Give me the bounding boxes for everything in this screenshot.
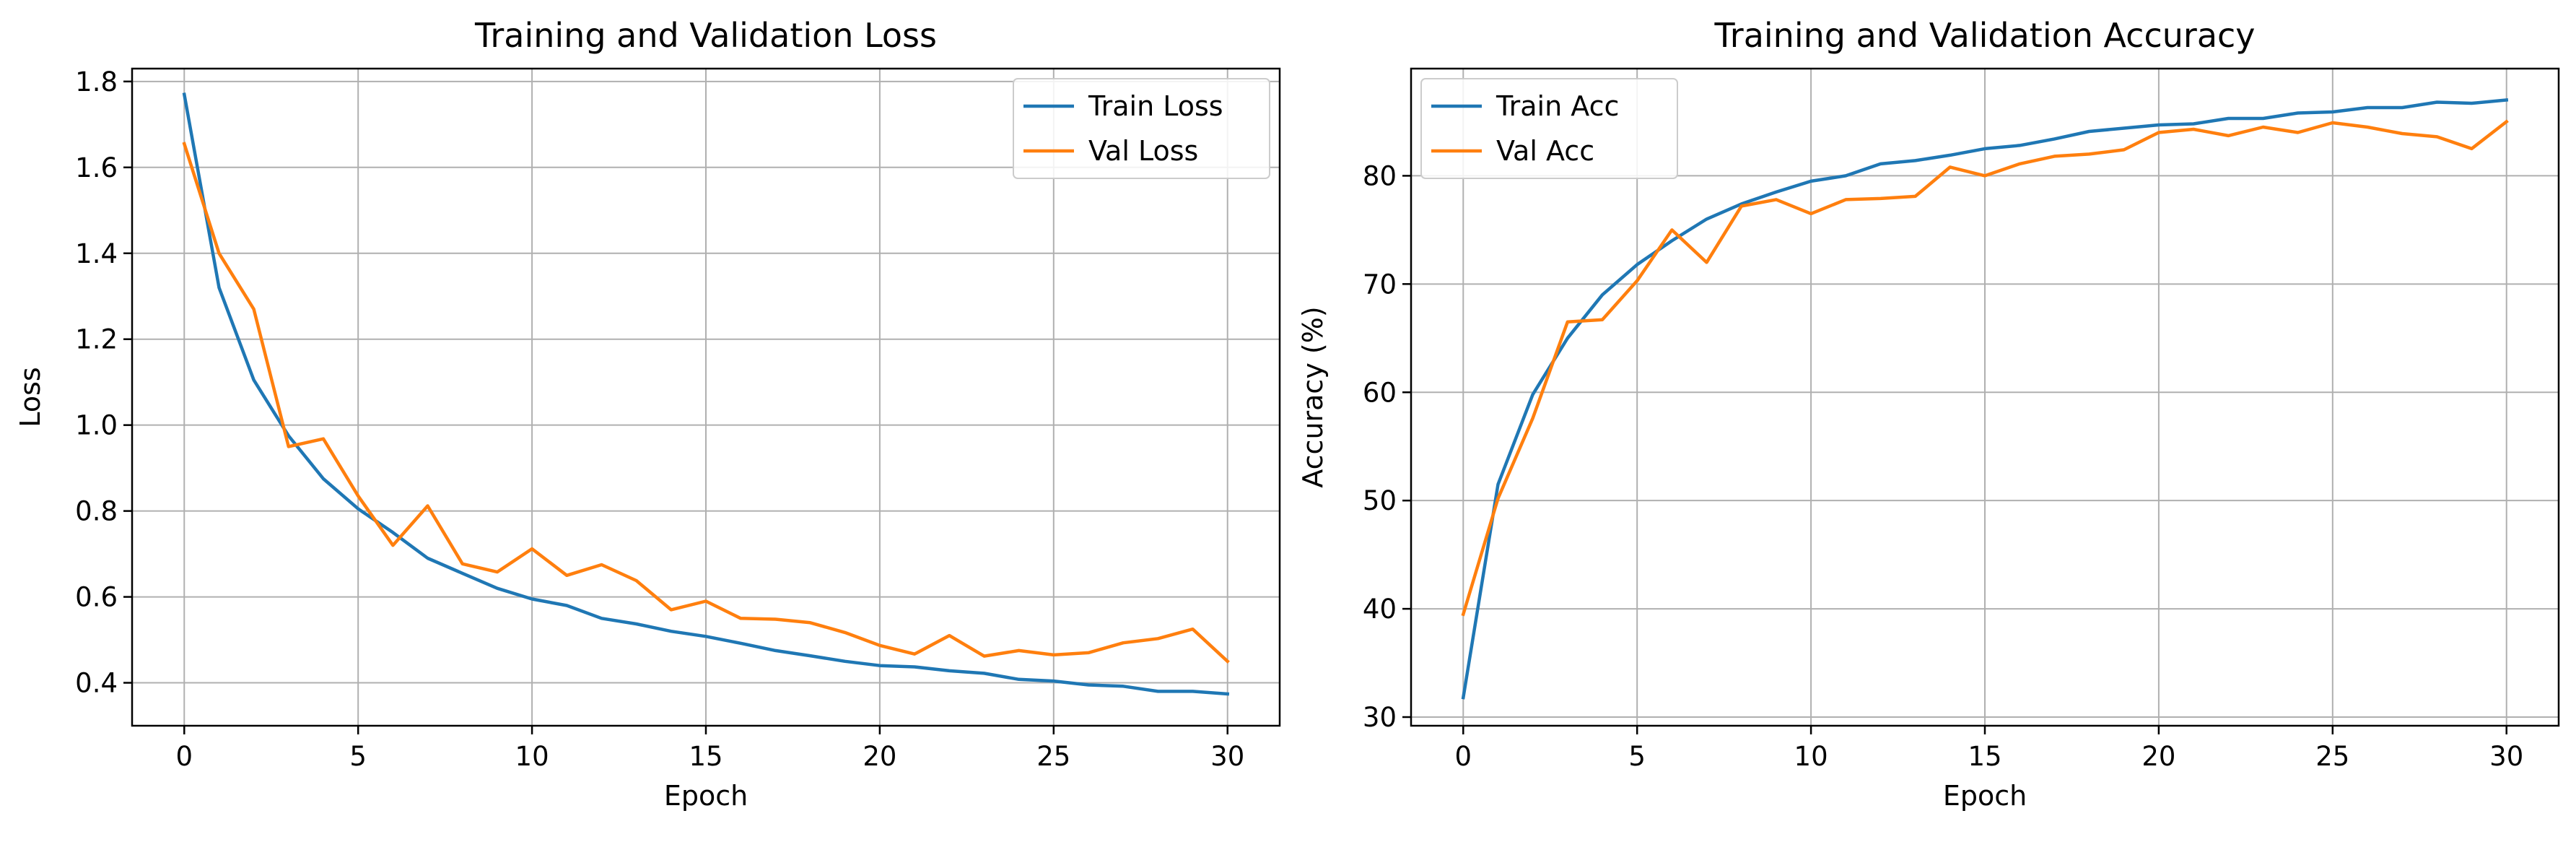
y-tick-label: 60 (1363, 377, 1397, 408)
loss-chart: 0 5 10 15 20 25 30 0.4 0.6 0.8 1.0 1.2 1.4 1.6 1.8 Trai… (14, 16, 1281, 812)
x-axis-label: Epoch (664, 780, 748, 812)
x-tick-label: 0 (175, 741, 193, 772)
chart-title: Training and Validation Accuracy (1713, 16, 2255, 55)
x-tick-label: 0 (1454, 741, 1472, 772)
y-tick-label: 80 (1363, 160, 1397, 191)
legend-label: Train Loss (1088, 90, 1223, 122)
x-tick-label: 30 (2489, 741, 2523, 772)
legend: Train Acc Val Acc (1420, 78, 1678, 179)
x-tick-label: 15 (1968, 741, 2001, 772)
x-axis-label: Epoch (1943, 780, 2027, 812)
y-tick-label: 1.6 (75, 152, 118, 183)
y-axis-label: Loss (14, 367, 46, 427)
series-line-val-acc (1461, 119, 2509, 617)
x-tick-label: 25 (2315, 741, 2349, 772)
y-tick-label: 40 (1363, 594, 1397, 625)
legend-box (1420, 78, 1678, 179)
legend-label: Val Loss (1088, 135, 1198, 167)
y-tick-label: 30 (1363, 702, 1397, 733)
x-tick-label: 10 (1794, 741, 1828, 772)
x-tick-label: 20 (2141, 741, 2175, 772)
x-tick-label: 10 (515, 741, 549, 772)
y-tick-label: 1.2 (75, 324, 118, 355)
legend-box (1013, 78, 1270, 179)
x-tick-label: 25 (1036, 741, 1070, 772)
x-tick-label: 5 (1628, 741, 1646, 772)
chart-title: Training and Validation Loss (474, 16, 937, 55)
x-tick-label: 5 (349, 741, 367, 772)
legend: Train Loss Val Loss (1013, 78, 1270, 179)
series-line-val-loss (182, 142, 1230, 664)
y-tick-label: 0.6 (75, 582, 118, 613)
series-line-train-loss (182, 92, 1230, 696)
y-tick-label: 50 (1363, 485, 1397, 516)
series-line-train-acc (1461, 98, 2509, 700)
y-tick-label: 1.8 (75, 66, 118, 97)
legend-label: Val Acc (1496, 135, 1594, 167)
x-tick-label: 15 (689, 741, 722, 772)
y-tick-label: 1.0 (75, 410, 118, 441)
y-tick-label: 0.4 (75, 668, 118, 699)
y-tick-label: 0.8 (75, 496, 118, 527)
accuracy-chart: 0 5 10 15 20 25 30 30 40 50 60 70 80 Training and Val… (1297, 16, 2560, 812)
x-tick-label: 20 (863, 741, 896, 772)
x-tick-label: 30 (1210, 741, 1244, 772)
y-axis-label: Accuracy (%) (1297, 306, 1329, 487)
legend-label: Train Acc (1496, 90, 1619, 122)
y-tick-label: 1.4 (75, 238, 118, 269)
y-tick-label: 70 (1363, 269, 1397, 300)
